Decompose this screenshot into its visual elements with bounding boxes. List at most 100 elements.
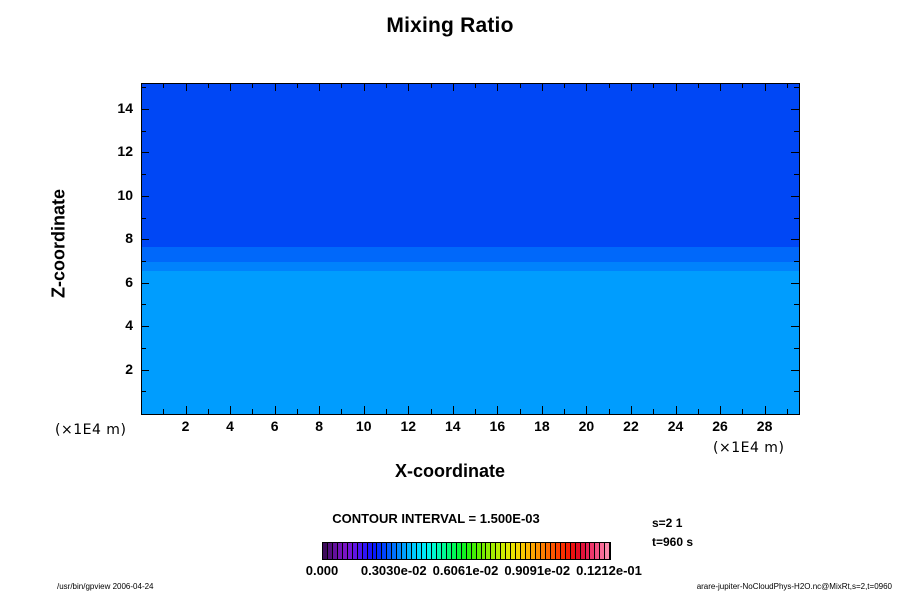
y-axis-minor-tick — [141, 304, 146, 306]
x-axis-major-tick — [452, 406, 454, 414]
x-axis-major-tick — [586, 406, 588, 414]
page-title: Mixing Ratio — [386, 14, 514, 37]
x-axis-major-tick — [497, 83, 499, 91]
contour-interval-label: CONTOUR INTERVAL = 1.500E-03 — [332, 511, 540, 526]
colorbar-segment — [347, 543, 353, 559]
x-axis-major-tick — [408, 406, 410, 414]
colorbar-segment — [461, 543, 467, 559]
colorbar-segment — [327, 543, 333, 559]
contour-band — [142, 270, 799, 414]
x-axis-major-tick — [408, 83, 410, 91]
x-axis-minor-tick — [430, 409, 432, 414]
x-axis-minor-tick — [653, 83, 655, 88]
y-axis-minor-tick — [794, 174, 799, 176]
colorbar-segment — [367, 543, 373, 559]
colorbar-segment — [357, 543, 363, 559]
y-axis-minor-tick — [794, 130, 799, 132]
colorbar-segment — [516, 543, 522, 559]
x-axis-major-tick — [185, 83, 187, 91]
y-axis-minor-tick — [141, 87, 146, 89]
colorbar-segment — [600, 543, 606, 559]
y-axis-minor-tick — [141, 174, 146, 176]
x-axis-minor-tick — [786, 83, 788, 88]
y-axis-major-tick — [141, 195, 149, 197]
x-axis-minor-tick — [475, 409, 477, 414]
colorbar-segment — [605, 543, 611, 559]
footer-source: arare-jupiter-NoCloudPhys-H2O.nc@MixRt,s… — [696, 582, 892, 591]
colorbar-segment — [501, 543, 507, 559]
y-axis-tick-label: 10 — [117, 186, 133, 203]
colorbar-segment — [362, 543, 368, 559]
x-axis-major-tick — [319, 406, 321, 414]
x-axis-minor-tick — [697, 409, 699, 414]
colorbar-segment — [570, 543, 576, 559]
colorbar-segment — [422, 543, 428, 559]
colorbar-segment — [456, 543, 462, 559]
colorbar-segment — [476, 543, 482, 559]
x-axis-tick-label: 2 — [181, 418, 190, 434]
x-axis-minor-tick — [742, 409, 744, 414]
x-axis-major-tick — [541, 406, 543, 414]
colorbar-segment — [531, 543, 536, 559]
x-axis-tick-label: 8 — [315, 418, 324, 434]
x-axis-major-tick — [274, 406, 276, 414]
x-axis-major-tick — [675, 83, 677, 91]
x-axis-major-tick — [230, 83, 232, 91]
x-axis-major-tick — [541, 83, 543, 91]
x-axis-tick-label: 6 — [270, 418, 279, 434]
colorbar-segment — [382, 543, 388, 559]
colorbar-tick-label: 0.3030e-02 — [360, 563, 427, 578]
x-axis-tick-label: 18 — [534, 418, 550, 434]
colorbar-segment — [417, 543, 423, 559]
x-axis-minor-tick — [296, 409, 298, 414]
colorbar-segment — [412, 543, 418, 559]
y-axis-minor-tick — [794, 217, 799, 219]
x-axis-major-tick — [630, 406, 632, 414]
colorbar-tick-label: 0.6061e-02 — [432, 563, 499, 578]
colorbar-segment — [337, 543, 343, 559]
colorbar-segment — [436, 543, 442, 559]
x-axis-minor-tick — [608, 83, 610, 88]
x-axis-tick-label: 16 — [489, 418, 506, 434]
y-axis-minor-tick — [794, 304, 799, 306]
x-axis-tick-label: 12 — [400, 418, 417, 434]
colorbar-segment — [545, 543, 551, 559]
x-axis-major-tick — [630, 83, 632, 91]
colorbar-segment — [402, 543, 408, 559]
x-axis-minor-tick — [519, 83, 521, 88]
y-axis-major-tick — [141, 109, 149, 111]
colorbar-segment — [471, 543, 477, 559]
x-axis-tick-label: 10 — [355, 418, 372, 434]
x-axis-major-tick — [720, 406, 722, 414]
y-axis-major-tick — [141, 369, 149, 371]
y-axis-major-tick — [791, 282, 799, 284]
colorbar — [322, 542, 611, 560]
colorbar-segment — [540, 543, 546, 559]
colorbar-tick-labels: 0.000 0.3030e-02 0.6061e-02 0.9091e-02 0.121… — [306, 563, 642, 581]
colorbar-segment — [431, 543, 437, 559]
colorbar-segment — [332, 543, 338, 559]
annotation-time: t=960 s — [652, 535, 694, 549]
colorbar-segment — [565, 543, 571, 559]
x-axis-major-tick — [452, 83, 454, 91]
colorbar-segment — [511, 543, 517, 559]
x-axis-minor-tick — [207, 409, 209, 414]
colorbar-segment — [595, 543, 601, 559]
colorbar-segment — [323, 543, 328, 559]
x-axis-tick-label: 24 — [667, 418, 684, 434]
y-axis-major-tick — [141, 239, 149, 241]
x-axis-major-tick — [764, 83, 766, 91]
colorbar-segment — [590, 543, 596, 559]
x-axis-major-tick — [274, 83, 276, 91]
contour-band — [142, 262, 799, 271]
y-axis-minor-tick — [794, 261, 799, 263]
colorbar-segment — [521, 543, 527, 559]
plot-annotations: s=2 1 t=960 s — [652, 514, 693, 552]
x-axis-minor-tick — [564, 409, 566, 414]
y-axis-minor-tick — [141, 130, 146, 132]
y-axis-minor-tick — [141, 347, 146, 349]
y-axis-minor-tick — [141, 261, 146, 263]
x-axis-minor-tick — [608, 409, 610, 414]
colorbar-segment — [555, 543, 561, 559]
x-axis-tick-label: 20 — [578, 418, 595, 434]
